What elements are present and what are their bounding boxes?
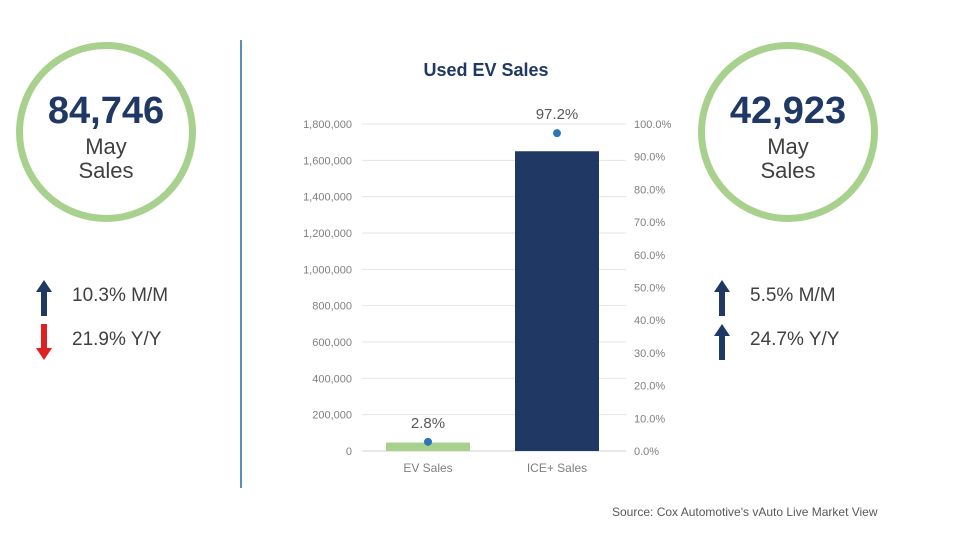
y2-tick-label: 20.0%	[634, 381, 665, 393]
y-tick-label: 400,000	[312, 373, 352, 385]
left-stat-circle: 84,746 May Sales	[16, 42, 196, 222]
bar-ice-sales	[515, 151, 599, 451]
up-arrow-icon	[714, 324, 730, 360]
y2-tick-label: 10.0%	[634, 413, 665, 425]
y-tick-label: 600,000	[312, 337, 352, 349]
left-stat-number: 84,746	[47, 90, 165, 132]
y-tick-label: 200,000	[312, 410, 352, 422]
share-data-label: 97.2%	[536, 106, 579, 123]
right-stat-circle: 42,923 May Sales	[698, 42, 878, 222]
bar-ev-sales	[386, 442, 470, 451]
left-stat-label-sales: Sales	[78, 158, 134, 183]
y2-tick-label: 60.0%	[634, 250, 665, 262]
share-point	[553, 129, 561, 138]
left-change-yy-text: 21.9% Y/Y	[72, 329, 162, 350]
right-change-yy-text: 24.7% Y/Y	[750, 329, 840, 350]
y-tick-label: 1,600,000	[303, 155, 352, 167]
y2-tick-label: 50.0%	[634, 283, 665, 295]
y-tick-label: 1,000,000	[303, 264, 352, 276]
source-note: Source: Cox Automotive's vAuto Live Mark…	[612, 505, 878, 519]
up-arrow-icon	[714, 280, 730, 316]
y-tick-label: 0	[346, 446, 352, 458]
right-stat-label-month: May	[767, 134, 809, 159]
y-tick-label: 800,000	[312, 301, 352, 313]
share-data-label: 2.8%	[411, 415, 445, 432]
chart-title: Used EV Sales	[423, 60, 548, 80]
y2-tick-label: 0.0%	[634, 446, 659, 458]
right-stat-label-sales: Sales	[760, 158, 816, 183]
share-point	[424, 437, 432, 446]
y-tick-label: 1,400,000	[303, 192, 352, 204]
category-label: ICE+ Sales	[527, 461, 587, 475]
y2-tick-label: 80.0%	[634, 184, 665, 196]
left-stat-label-month: May	[85, 134, 127, 159]
category-label: EV Sales	[403, 461, 452, 475]
up-arrow-icon	[36, 280, 52, 316]
panel-divider	[240, 40, 242, 488]
y2-tick-label: 30.0%	[634, 348, 665, 360]
y-tick-label: 1,800,000	[303, 119, 352, 131]
y-tick-label: 1,200,000	[303, 228, 352, 240]
down-arrow-icon	[36, 324, 52, 360]
right-stat-number: 42,923	[729, 90, 847, 132]
y2-tick-label: 70.0%	[634, 217, 665, 229]
y2-tick-label: 100.0%	[634, 119, 672, 131]
y2-tick-label: 90.0%	[634, 152, 665, 164]
y2-tick-label: 40.0%	[634, 315, 665, 327]
left-change-mm-text: 10.3% M/M	[72, 285, 169, 306]
right-change-mm-text: 5.5% M/M	[750, 285, 836, 306]
